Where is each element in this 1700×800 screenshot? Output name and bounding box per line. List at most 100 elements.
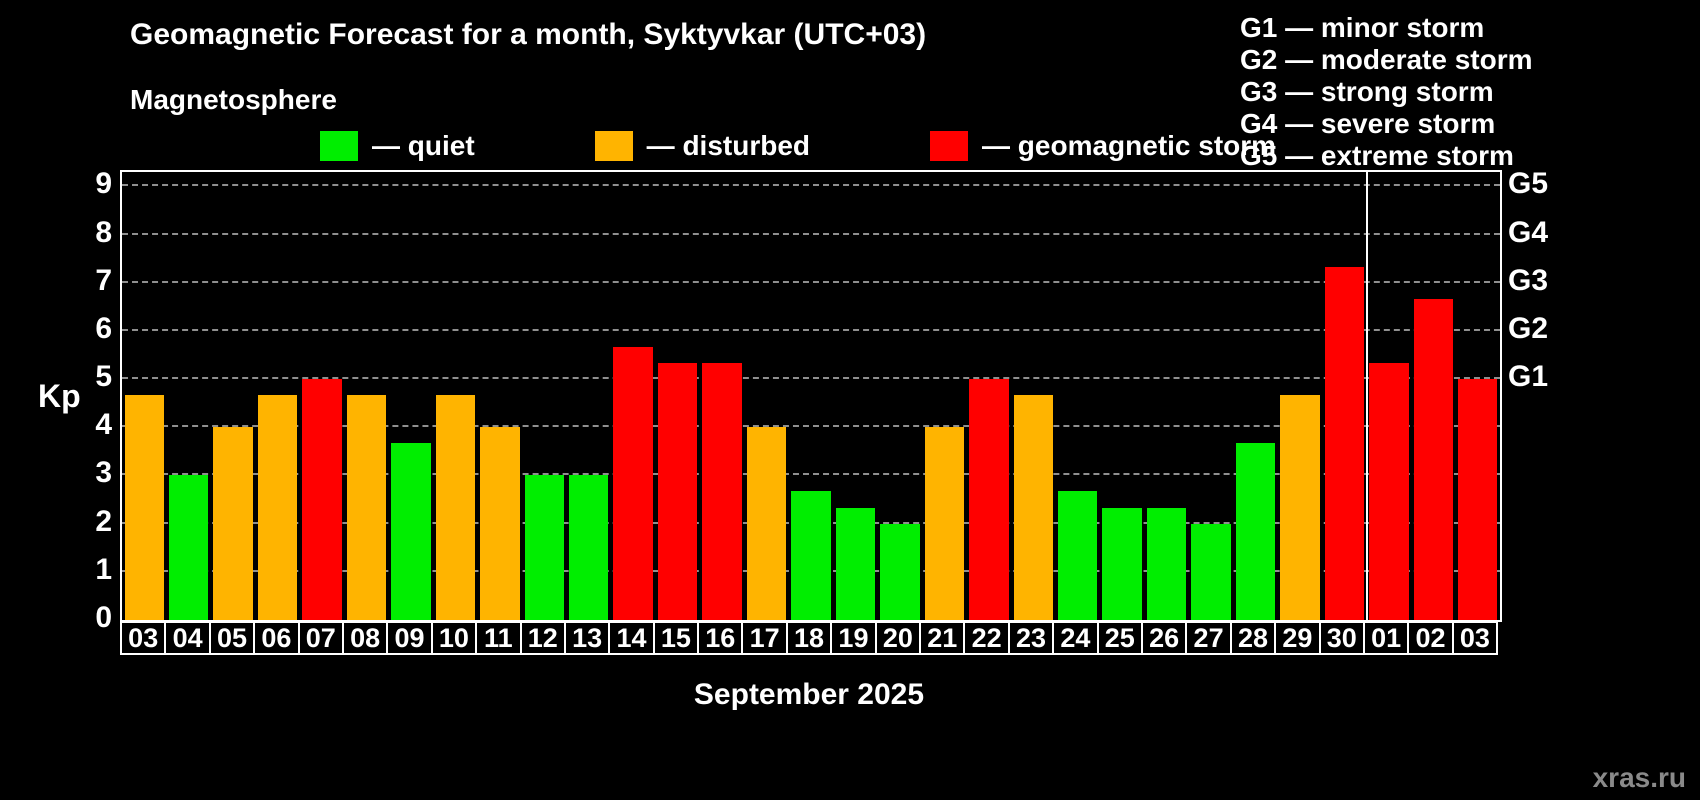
y-tick-9: 9 [95, 167, 112, 201]
y-axis-title: Kp [38, 378, 81, 414]
day-label-14: 17 [741, 621, 788, 655]
gridline-kp-7 [122, 280, 1500, 283]
gridline-kp-4 [122, 425, 1500, 428]
storm-swatch-icon [930, 131, 969, 161]
gridline-kp-6 [122, 328, 1500, 331]
bar-day-16 [702, 363, 742, 620]
bar-day-20 [880, 523, 920, 620]
gridline-kp-9 [122, 184, 1500, 187]
y-tick-7: 7 [95, 263, 112, 297]
x-axis-day-labels: 03 04 05 06 07 08 09 10 11 12 13 14 15 16 17 18 19 20 21 22… [120, 621, 1499, 655]
bar-day-05 [213, 427, 253, 620]
day-label-1: 04 [164, 621, 211, 655]
bar-day-02 [1413, 298, 1454, 620]
bar-day-29 [1280, 395, 1320, 620]
legend-item-disturbed: — disturbed [594, 130, 811, 162]
bar-day-04 [168, 475, 209, 620]
day-label-2: 05 [208, 621, 256, 655]
g-scale-axis-ticks: G1 G2 G3 G4 G5 [1508, 167, 1628, 618]
x-axis-title: September 2025 [693, 678, 925, 711]
legend-label: — geomagnetic storm [982, 130, 1277, 161]
g-scale-legend-line: G4 — severe storm [1240, 108, 1496, 139]
g-axis-tick-g1: G1 [1508, 360, 1549, 394]
g-axis-tick-g2: G2 [1508, 311, 1549, 345]
bar-day-15 [657, 363, 698, 620]
day-label-18: 21 [919, 621, 966, 655]
gridline-kp-3 [122, 473, 1500, 476]
bar-day-08 [346, 395, 387, 620]
bar-day-24 [1057, 491, 1098, 620]
legend-item-quiet: — quiet [320, 130, 475, 162]
day-label-29: 02 [1407, 621, 1454, 655]
legend-label: — disturbed [646, 130, 811, 161]
g-axis-tick-g3: G3 [1508, 263, 1549, 297]
day-label-0: 03 [120, 621, 167, 655]
y-tick-2: 2 [95, 504, 112, 538]
day-label-15: 18 [785, 621, 833, 655]
bar-day-18 [791, 491, 831, 620]
day-label-8: 11 [475, 621, 522, 655]
day-label-17: 20 [874, 621, 922, 655]
day-label-30: 03 [1451, 621, 1499, 655]
day-label-16: 19 [830, 621, 877, 655]
bar-day-21 [924, 427, 965, 620]
gridline-kp-8 [122, 232, 1500, 235]
bar-day-27 [1191, 523, 1231, 620]
bar-day-13 [569, 475, 609, 620]
g-scale-legend: G1 — minor storm G2 — moderate storm G3 — … [1240, 12, 1533, 172]
disturbed-swatch-icon [594, 131, 633, 161]
quiet-swatch-icon [320, 131, 358, 161]
bar-day-30 [1324, 266, 1365, 620]
day-label-6: 09 [386, 621, 433, 655]
y-tick-6: 6 [95, 311, 112, 345]
bar-day-26 [1146, 507, 1187, 620]
month-divider-line [1365, 172, 1368, 620]
bar-day-11 [480, 427, 520, 620]
day-label-3: 06 [253, 621, 300, 655]
bar-day-01 [1369, 363, 1409, 620]
bar-day-17 [746, 427, 787, 620]
day-label-7: 10 [430, 621, 478, 655]
day-label-26: 29 [1274, 621, 1321, 655]
bar-day-10 [435, 395, 476, 620]
bar-day-22 [969, 379, 1009, 620]
y-tick-3: 3 [95, 456, 112, 490]
day-label-5: 08 [341, 621, 389, 655]
y-tick-1: 1 [95, 552, 112, 586]
y-tick-4: 4 [95, 408, 112, 442]
bar-day-03 [1458, 379, 1498, 620]
watermark: xras.ru [1592, 762, 1686, 793]
chart-plot-area [120, 170, 1502, 622]
day-label-20: 23 [1007, 621, 1055, 655]
day-label-21: 24 [1052, 621, 1099, 655]
bar-day-19 [835, 507, 876, 620]
g-scale-legend-line: G5 — extreme storm [1240, 140, 1514, 171]
bar-day-07 [302, 379, 342, 620]
day-label-19: 22 [963, 621, 1010, 655]
bar-day-03 [124, 395, 164, 620]
day-label-10: 13 [563, 621, 611, 655]
bar-day-09 [391, 443, 431, 620]
bar-day-06 [257, 395, 298, 620]
magnetosphere-label: Magnetosphere [130, 84, 337, 115]
y-axis-ticks: 0 1 2 3 4 5 6 7 8 9 [0, 167, 112, 634]
bar-day-25 [1102, 507, 1142, 620]
g-scale-legend-line: G2 — moderate storm [1240, 44, 1533, 75]
day-label-22: 25 [1096, 621, 1143, 655]
bar-day-28 [1235, 443, 1276, 620]
legend-item-storm: — geomagnetic storm [930, 130, 1276, 162]
day-label-28: 01 [1362, 621, 1410, 655]
legend-label: — quiet [372, 130, 475, 161]
g-axis-tick-g4: G4 [1508, 215, 1549, 249]
g-axis-tick-g5: G5 [1508, 167, 1549, 201]
gridline-kp-5 [122, 377, 1500, 380]
day-label-11: 14 [608, 621, 655, 655]
g-scale-legend-line: G3 — strong storm [1240, 76, 1494, 107]
y-tick-0: 0 [95, 601, 112, 634]
day-label-27: 30 [1318, 621, 1365, 655]
y-tick-5: 5 [95, 360, 112, 394]
g-scale-legend-line: G1 — minor storm [1240, 12, 1485, 43]
bar-day-12 [524, 475, 564, 620]
day-label-24: 27 [1185, 621, 1232, 655]
